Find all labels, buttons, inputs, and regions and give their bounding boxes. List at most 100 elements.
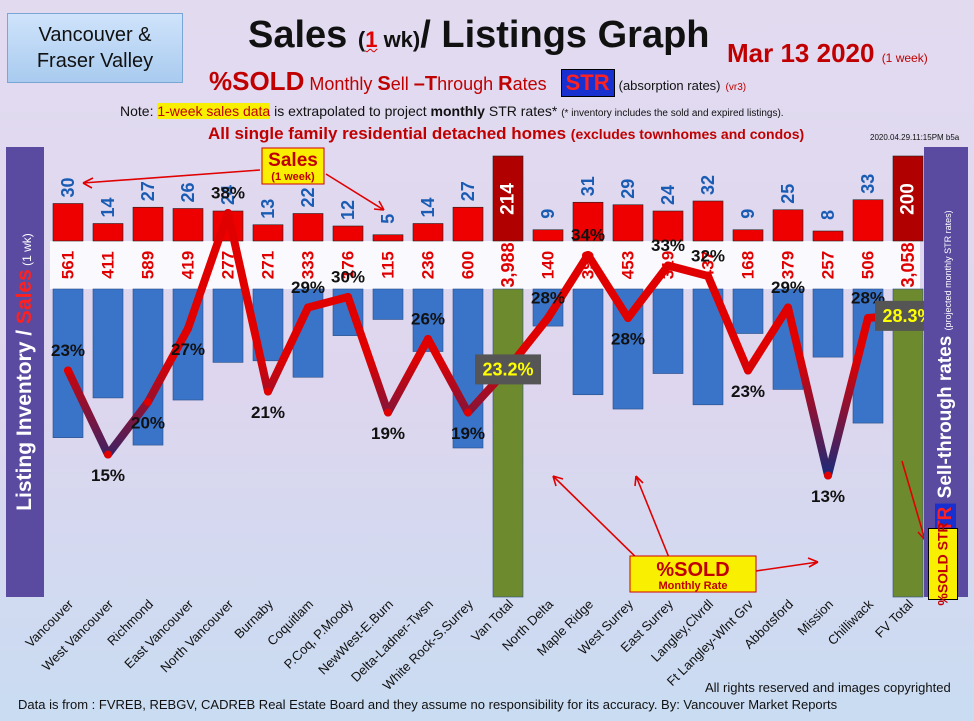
- sales-value-label: 8: [818, 210, 838, 220]
- sales-bar: [692, 200, 724, 242]
- total-rate-box: [475, 354, 541, 385]
- sub-ell: ell: [390, 74, 414, 94]
- sales-callout-arrow-left: [82, 169, 261, 189]
- sales-value-label: 14: [98, 197, 118, 217]
- copyright-note: All rights reserved and images copyright…: [705, 680, 951, 695]
- sold-rate-point: [64, 366, 72, 375]
- sales-value-label: 26: [178, 182, 198, 202]
- sales-bar: [52, 203, 84, 242]
- inventory-bar: [212, 288, 244, 363]
- chart-title: Sales (1 wk)/ Listings Graph: [248, 14, 710, 57]
- inventory-value-label: 257: [819, 251, 838, 279]
- sold-rate-point: [464, 408, 472, 417]
- sales-callout-sub: (1 week): [271, 171, 315, 183]
- sales-value-label: 31: [578, 176, 598, 196]
- sold-rate-label: 28%: [531, 289, 565, 308]
- sold-callout-arrow-mid: [634, 475, 673, 566]
- sales-value-label: 24: [658, 185, 678, 205]
- left-axis-inventory: Listing Inventory /: [13, 324, 37, 511]
- inventory-bar: [732, 288, 764, 334]
- right-axis-proj: (projected monthly STR rates): [943, 210, 953, 331]
- note-highlight: 1-week sales data: [157, 103, 271, 119]
- sold-rate-point: [544, 314, 552, 322]
- sales-value-label: 13: [258, 199, 278, 219]
- sold-rate-point: [224, 209, 232, 217]
- sales-bar: [572, 201, 604, 242]
- inventory-bar: [572, 288, 604, 396]
- sales-bar: [532, 229, 564, 242]
- note-line: Note: 1-week sales data is extrapolated …: [120, 103, 784, 119]
- sold-callout-sub: Monthly Rate: [658, 580, 727, 592]
- sales-bar: [772, 209, 804, 242]
- sub-ates: ates: [512, 74, 547, 94]
- sales-bar: [492, 155, 524, 242]
- sales-value-label: 9: [538, 209, 558, 219]
- region-line-1: Vancouver &: [38, 24, 152, 46]
- region-line-2: Fraser Valley: [36, 50, 154, 72]
- inventory-bar: [652, 288, 684, 374]
- sold-rate-label: 30%: [331, 268, 365, 287]
- sales-value-label: 200: [898, 183, 919, 215]
- sales-callout-arrow-right: [325, 173, 385, 211]
- sales-value-label: 5: [378, 214, 398, 224]
- sales-bar: [92, 223, 124, 242]
- right-axis-bar: STR Sell-through rates (projected monthl…: [924, 147, 968, 597]
- inventory-value-label: 3,988: [498, 242, 518, 287]
- sub-s: S: [377, 73, 391, 95]
- inventory-label-strip: [50, 241, 920, 289]
- sales-bar: [652, 210, 684, 242]
- inventory-value-label: 600: [459, 251, 478, 279]
- inventory-bar: [92, 288, 124, 399]
- inventory-value-label: 453: [619, 251, 638, 279]
- inventory-value-label: 379: [779, 251, 798, 279]
- sales-bar: [332, 225, 364, 242]
- sales-bar: [132, 206, 164, 242]
- sold-rate-point: [304, 303, 312, 312]
- sales-bar: [172, 208, 204, 242]
- sales-value-label: 32: [698, 175, 718, 195]
- inventory-value-label: 168: [739, 251, 758, 279]
- left-axis-label: Listing Inventory / Sales (1 wk): [13, 233, 37, 511]
- category-label: FV Total: [872, 596, 916, 640]
- sold-rate-point: [344, 293, 352, 301]
- total-rate-label: 23.2%: [482, 359, 533, 379]
- inventory-value-label: 333: [299, 251, 318, 279]
- category-label: East Vancouver: [121, 596, 196, 671]
- sold-rate-point: [744, 366, 752, 375]
- sub-sold: %SOLD: [209, 66, 305, 96]
- sold-str-box: %SOLD STR: [928, 522, 958, 606]
- sold-rate-label: 27%: [171, 340, 205, 359]
- date-main: Mar 13 2020: [727, 38, 875, 68]
- inventory-value-label: 419: [179, 251, 198, 279]
- sales-value-label: 27: [458, 181, 478, 201]
- sold-rate-label: 29%: [771, 278, 805, 297]
- inventory-value-label: 506: [859, 251, 878, 279]
- left-axis-wk: (1 wk): [20, 233, 35, 270]
- sold-callout-arrow-left: [552, 475, 647, 568]
- sales-callout-title: Sales: [268, 150, 318, 171]
- sold-rate-point: [864, 314, 872, 322]
- sold-rate-point: [704, 272, 712, 280]
- region-box: Vancouver & Fraser Valley: [7, 13, 183, 83]
- note-tiny: (* inventory includes the sold and expir…: [561, 108, 784, 119]
- sold-str-label: %SOLD STR: [935, 522, 952, 606]
- inventory-value-label: 411: [99, 251, 118, 278]
- inventory-value-label: 236: [419, 251, 438, 279]
- sold-rate-point: [584, 251, 592, 259]
- total-rate-label: 28.3%: [882, 306, 933, 326]
- sub-t: –T: [413, 73, 438, 95]
- category-label: P.Coq, P.Moody: [281, 596, 357, 672]
- sold-rate-label: 26%: [411, 310, 445, 329]
- sales-value-label: 30: [58, 177, 78, 197]
- sold-callout-title: %SOLD: [656, 559, 729, 581]
- sold-rate-label: 33%: [651, 236, 685, 255]
- sales-value-label: 14: [418, 197, 438, 217]
- sales-bar: [732, 229, 764, 242]
- sold-callout-arrow-right: [755, 557, 819, 572]
- sold-rate-line: [64, 209, 912, 480]
- sales-value-label: 33: [858, 174, 878, 194]
- sales-bar: [292, 213, 324, 242]
- scope-line: All single family residential detached h…: [208, 124, 804, 144]
- sold-rate-label: 15%: [91, 466, 125, 485]
